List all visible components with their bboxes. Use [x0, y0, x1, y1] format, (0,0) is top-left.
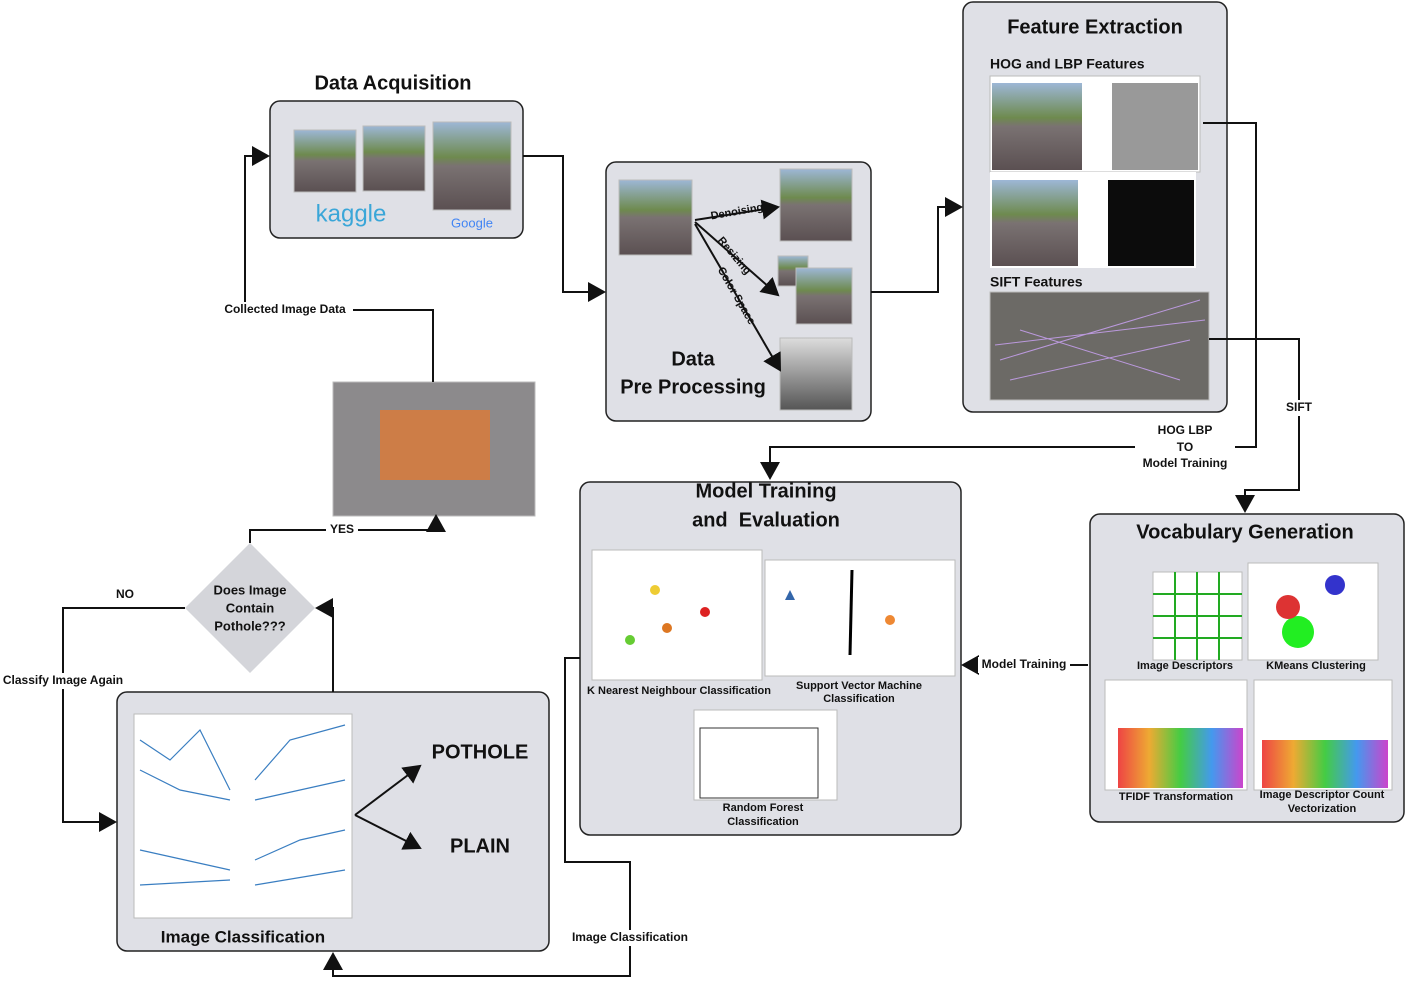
model-label: Classification	[727, 816, 799, 828]
connector-label: Model Training	[982, 657, 1067, 671]
vocab-label: Image Descriptor Count	[1260, 789, 1385, 801]
acquisition-title: Data Acquisition	[314, 72, 471, 94]
model-label: Random Forest	[723, 802, 804, 814]
model-label: Support Vector Machine	[796, 680, 922, 692]
decision-text: Does Image	[214, 582, 287, 597]
connector-label: SIFT	[1286, 400, 1313, 414]
decision-text: Pothole???	[214, 618, 286, 633]
output-label: POTHOLE	[432, 741, 529, 763]
connector-label: HOG LBP	[1158, 423, 1213, 437]
training-title: and Evaluation	[692, 509, 840, 531]
section-label: SIFT Features	[990, 274, 1083, 290]
kaggle-logo: kaggle	[316, 200, 387, 227]
connector-label: YES	[330, 522, 354, 536]
preprocessing-title: Pre Processing	[620, 376, 766, 398]
connector-label: TO	[1177, 440, 1193, 454]
connector-label: Image Classification	[572, 930, 688, 944]
connectors	[62, 122, 1300, 977]
training-title: Model Training	[695, 480, 836, 502]
vocab-label: KMeans Clustering	[1266, 660, 1366, 672]
connector-label: Model Training	[1143, 456, 1228, 470]
vocab-label: Vectorization	[1288, 803, 1357, 815]
classification-title: Image Classification	[161, 927, 325, 946]
vocab-label: Image Descriptors	[1137, 660, 1233, 672]
decision-diamond	[185, 543, 315, 673]
model-label: Classification	[823, 693, 895, 705]
connector-labels: Collected Image Data YES NO Classify Ima…	[0, 302, 1316, 946]
images	[133, 75, 1393, 919]
connector-label: Classify Image Again	[3, 673, 123, 687]
model-label: K Nearest Neighbour Classification	[587, 685, 771, 697]
decision-text: Contain	[226, 600, 274, 615]
connector-label: Collected Image Data	[224, 302, 346, 316]
feature-title: Feature Extraction	[1007, 16, 1183, 38]
vocabulary-title: Vocabulary Generation	[1136, 521, 1353, 543]
output-label: PLAIN	[450, 835, 510, 857]
preprocessing-title: Data	[671, 348, 715, 370]
connector-label: NO	[116, 587, 134, 601]
vocab-label: TFIDF Transformation	[1119, 791, 1234, 803]
section-label: HOG and LBP Features	[990, 56, 1145, 72]
google-logo: Google	[451, 215, 493, 230]
